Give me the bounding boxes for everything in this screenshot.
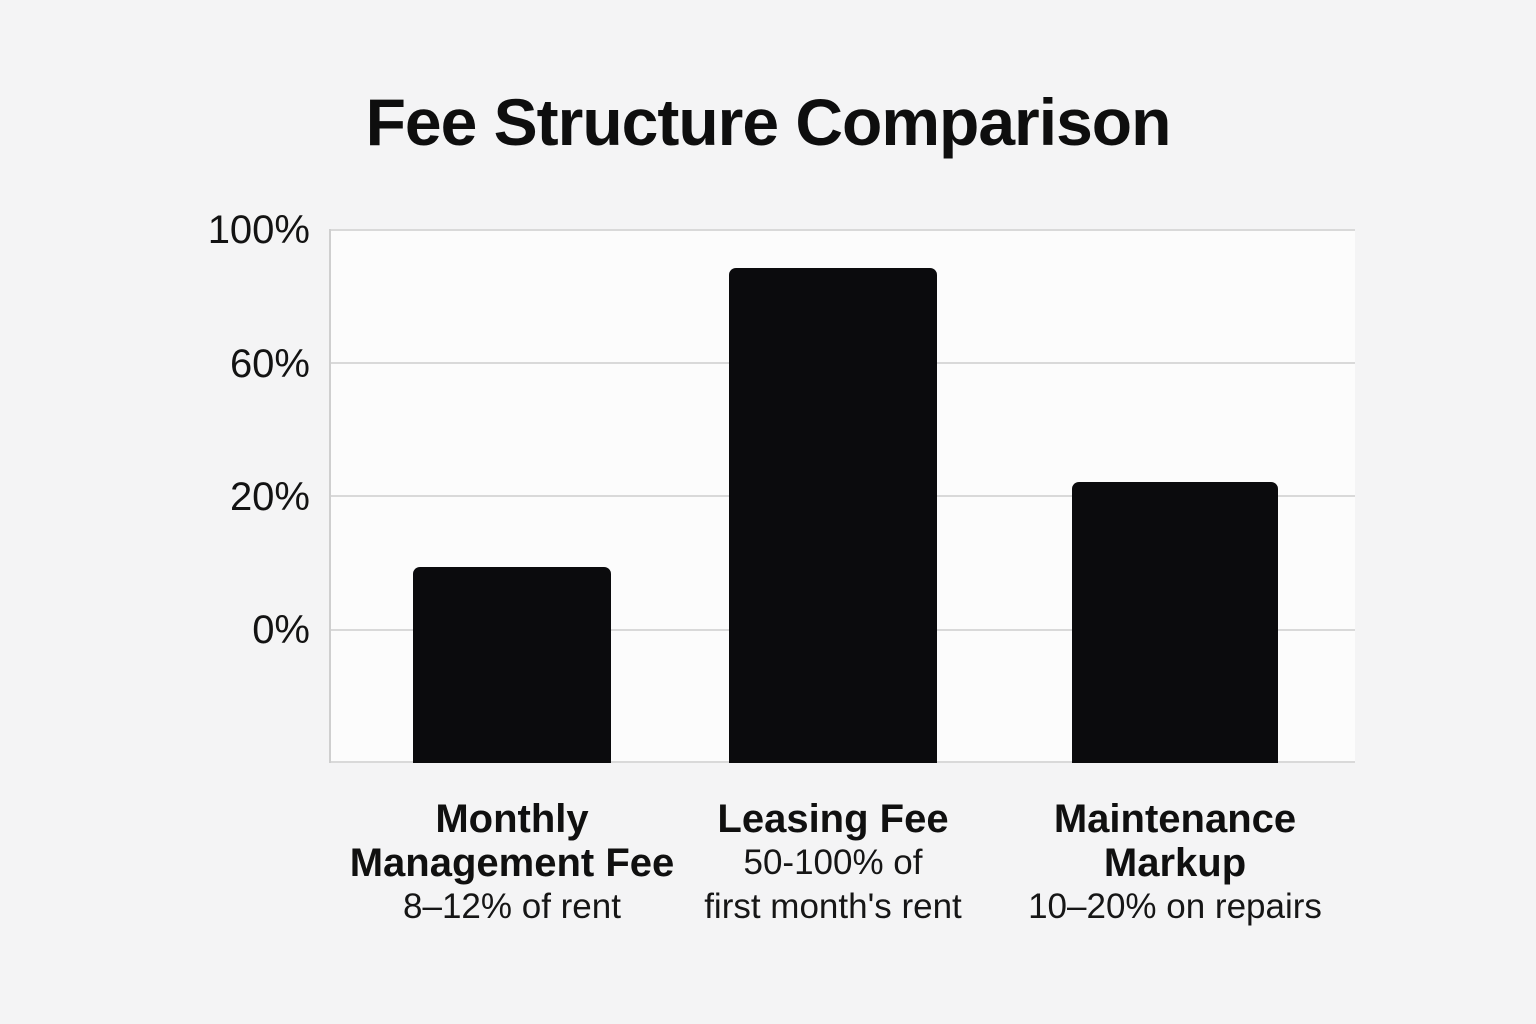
x-label-maintenance-markup: Maintenance Markup 10–20% on repairs: [965, 797, 1385, 929]
plot-area: [329, 229, 1355, 763]
y-axis-line: [329, 229, 331, 763]
category-title-line: Monthly: [435, 797, 589, 841]
category-title-line: Markup: [1103, 841, 1247, 885]
gridline-100pct: [329, 229, 1355, 231]
category-title-line: Management Fee: [349, 841, 675, 885]
category-sublabel-line: 8–12% of rent: [403, 887, 621, 926]
category-sublabel-line: 50-100% of: [743, 843, 923, 882]
chart-title: Fee Structure Comparison: [365, 85, 1172, 159]
y-tick-0pct: 0%: [252, 608, 310, 652]
x-label-monthly-management-fee: Monthly Management Fee 8–12% of rent: [302, 797, 722, 929]
bar-maintenance-markup: [1072, 482, 1278, 763]
y-tick-100pct: 100%: [207, 208, 310, 252]
y-tick-60pct: 60%: [229, 342, 310, 386]
bar-monthly-management-fee: [413, 567, 611, 763]
y-tick-20pct: 20%: [229, 475, 310, 519]
bar-leasing-fee: [729, 268, 937, 763]
category-title-line: Leasing Fee: [717, 797, 949, 841]
x-label-leasing-fee: Leasing Fee 50-100% of first month's ren…: [623, 797, 1043, 929]
category-title-line: Maintenance: [1053, 797, 1297, 841]
category-sublabel-line: first month's rent: [704, 887, 962, 926]
category-sublabel-line: 10–20% on repairs: [1028, 887, 1322, 926]
